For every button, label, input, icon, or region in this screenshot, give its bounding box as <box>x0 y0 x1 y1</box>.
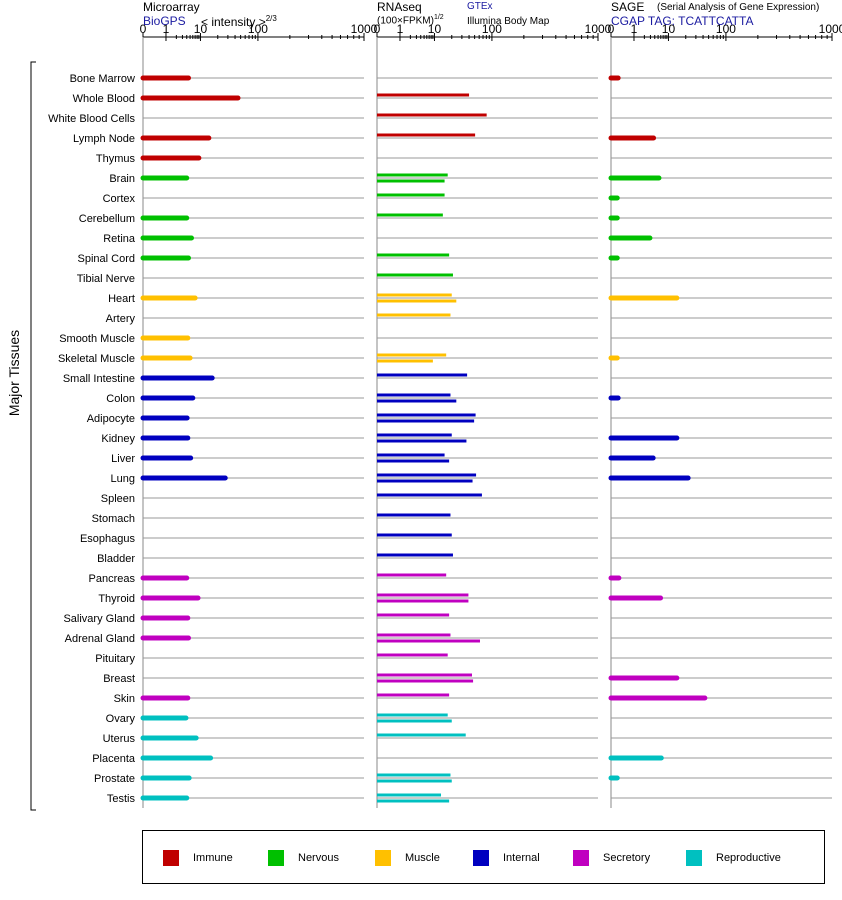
legend-label-immune: Immune <box>193 852 233 864</box>
tissue-label-liver: Liver <box>111 453 135 465</box>
tissue-label-stomach: Stomach <box>92 513 135 525</box>
tissue-label-whole-blood: Whole Blood <box>73 93 135 105</box>
sage-subtitle: (Serial Analysis of Gene Expression) <box>657 2 820 13</box>
tissue-label-bone-marrow: Bone Marrow <box>70 73 135 85</box>
tissue-label-testis: Testis <box>107 793 136 805</box>
tissue-label-ovary: Ovary <box>106 713 136 725</box>
tissue-label-brain: Brain <box>109 173 135 185</box>
rnaseq-tick-label-0: 0 <box>374 22 381 36</box>
sage-tick-label-10: 10 <box>662 22 676 36</box>
microarray-source[interactable]: BioGPS <box>143 14 186 28</box>
microarray-tick-label-0: 0 <box>140 22 147 36</box>
sage-tick-label-100: 100 <box>716 22 736 36</box>
tissue-label-thymus: Thymus <box>96 153 136 165</box>
tissue-label-artery: Artery <box>106 313 136 325</box>
group-bracket <box>30 61 36 811</box>
microarray-tick-label-1: 1 <box>163 22 170 36</box>
tissue-label-prostate: Prostate <box>94 773 135 785</box>
rnaseq-unit-exponent: 1/2 <box>433 14 444 21</box>
tissue-label-pituitary: Pituitary <box>95 653 135 665</box>
tissue-label-thyroid: Thyroid <box>98 593 135 605</box>
tissue-label-spleen: Spleen <box>101 493 135 505</box>
legend-label-muscle: Muscle <box>405 852 440 864</box>
legend-label-reproductive: Reproductive <box>716 852 781 864</box>
tissue-label-lung: Lung <box>111 473 135 485</box>
sage-tick-label-0: 0 <box>608 22 615 36</box>
microarray-unit-text: < intensity > <box>201 15 266 29</box>
tissue-label-skin: Skin <box>114 693 135 705</box>
tissue-label-bladder: Bladder <box>97 553 135 565</box>
tissue-label-esophagus: Esophagus <box>80 533 136 545</box>
tissue-label-kidney: Kidney <box>101 433 135 445</box>
tissue-label-tibial-nerve: Tibial Nerve <box>77 273 135 285</box>
microarray-tick-label-10: 10 <box>194 22 208 36</box>
legend-item-immune: Immune <box>163 850 233 866</box>
illumina-link[interactable]: Illumina Body Map <box>467 16 550 27</box>
gtex-link[interactable]: GTEx <box>467 1 493 12</box>
legend-swatch-secretory <box>573 850 589 866</box>
legend-swatch-muscle <box>375 850 391 866</box>
y-group-label: Major Tissues <box>6 330 22 416</box>
legend-label-secretory: Secretory <box>603 852 651 864</box>
rnaseq-unit: (100×FPKM)1/2 <box>377 14 444 26</box>
sage-tag[interactable]: CGAP TAG: TCATTCATTA <box>611 14 754 28</box>
legend-label-nervous: Nervous <box>298 852 339 864</box>
rnaseq-tick-label-1: 1 <box>397 22 404 36</box>
microarray-title: Microarray <box>143 0 200 14</box>
tissue-label-pancreas: Pancreas <box>89 573 136 585</box>
tissue-label-small-intestine: Small Intestine <box>63 373 135 385</box>
tissue-label-uterus: Uterus <box>103 733 136 745</box>
tissue-label-placenta: Placenta <box>92 753 136 765</box>
tissue-label-heart: Heart <box>108 293 135 305</box>
rnaseq-unit-text: (100×FPKM) <box>377 15 434 27</box>
rnaseq-tick-label-100: 100 <box>482 22 502 36</box>
tissue-label-smooth-muscle: Smooth Muscle <box>59 333 135 345</box>
microarray-tick-label-1000: 1000 <box>351 22 378 36</box>
tissue-label-retina: Retina <box>103 233 136 245</box>
legend-item-nervous: Nervous <box>268 850 339 866</box>
tissue-label-colon: Colon <box>106 393 135 405</box>
tissue-label-adipocyte: Adipocyte <box>87 413 135 425</box>
tissue-label-breast: Breast <box>103 673 135 685</box>
legend-label-internal: Internal <box>503 852 540 864</box>
legend-swatch-reproductive <box>686 850 702 866</box>
legend-item-muscle: Muscle <box>375 850 440 866</box>
legend-item-reproductive: Reproductive <box>686 850 781 866</box>
rnaseq-tick-label-10: 10 <box>428 22 442 36</box>
legend-swatch-immune <box>163 850 179 866</box>
tissue-label-cerebellum: Cerebellum <box>79 213 135 225</box>
sage-title: SAGE <box>611 0 645 14</box>
rnaseq-tick-label-1000: 1000 <box>585 22 612 36</box>
microarray-tick-label-100: 100 <box>248 22 268 36</box>
sage-tick-label-1000: 1000 <box>819 22 842 36</box>
tissue-label-adrenal-gland: Adrenal Gland <box>65 633 135 645</box>
microarray-unit-exponent: 2/3 <box>265 14 277 23</box>
tissue-label-salivary-gland: Salivary Gland <box>63 613 135 625</box>
microarray-unit: < intensity >2/3 <box>201 14 277 29</box>
legend-item-internal: Internal <box>473 850 540 866</box>
rnaseq-title: RNAseq <box>377 0 422 14</box>
legend-item-secretory: Secretory <box>573 850 650 866</box>
sage-tick-label-1: 1 <box>631 22 638 36</box>
tissue-label-white-blood-cells: White Blood Cells <box>48 113 135 125</box>
tissue-label-lymph-node: Lymph Node <box>73 133 135 145</box>
legend: Immune Nervous Muscle Internal Secretory Repr… <box>142 830 825 884</box>
tissue-label-skeletal-muscle: Skeletal Muscle <box>58 353 135 365</box>
legend-swatch-nervous <box>268 850 284 866</box>
tissue-label-cortex: Cortex <box>103 193 136 205</box>
legend-swatch-internal <box>473 850 489 866</box>
tissue-label-spinal-cord: Spinal Cord <box>78 253 135 265</box>
